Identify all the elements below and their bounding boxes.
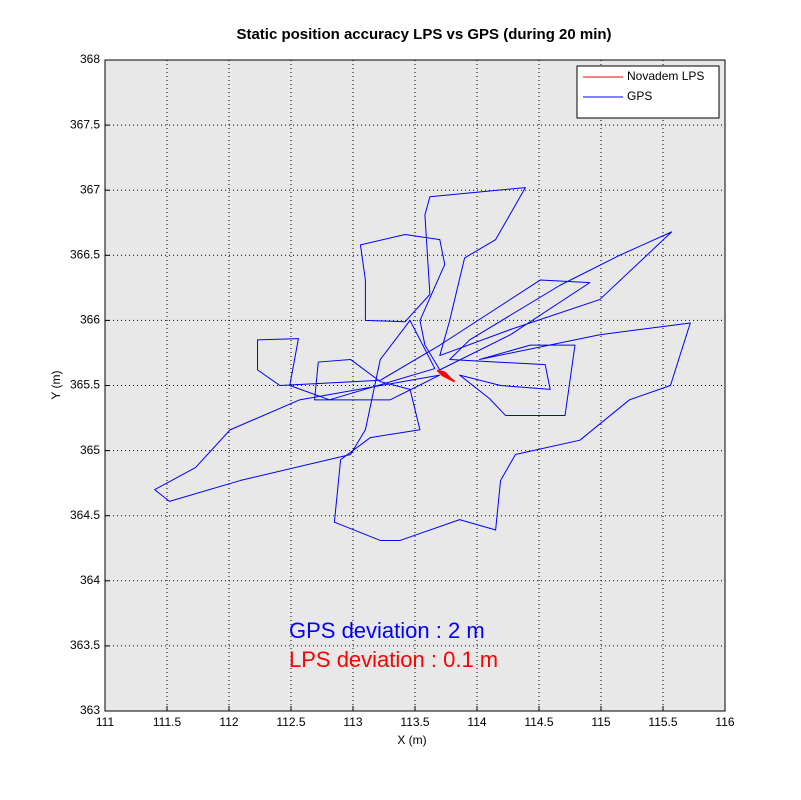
legend-label: GPS [627, 89, 652, 103]
y-tick-label: 366 [80, 313, 100, 327]
chart-title: Static position accuracy LPS vs GPS (dur… [236, 26, 611, 43]
series-line [154, 187, 691, 541]
x-tick-label: 116 [715, 715, 734, 729]
y-tick-label: 365.5 [70, 378, 100, 392]
y-tick-label: 365 [80, 443, 100, 457]
x-tick-label: 112 [219, 715, 238, 729]
series-line [436, 369, 456, 383]
plot-frame [104, 59, 726, 712]
x-tick-label: 111 [96, 715, 115, 729]
y-tick-label: 363.5 [70, 638, 100, 652]
y-tick-label: 367 [80, 182, 100, 196]
x-tick-label: 114 [467, 715, 486, 729]
y-axis-label: Y (m) [49, 370, 63, 399]
x-tick-label: 112.5 [276, 715, 305, 729]
y-tick-label: 368 [80, 52, 100, 66]
y-tick-label: 366.5 [70, 247, 100, 261]
x-axis-label: X (m) [397, 733, 426, 747]
x-tick-label: 115 [591, 715, 610, 729]
x-tick-label: 114.5 [524, 715, 553, 729]
legend-box [576, 65, 720, 119]
y-tick-label: 367.5 [70, 117, 100, 131]
y-tick-label: 364.5 [70, 508, 100, 522]
y-tick-label: 363 [80, 703, 100, 717]
annotation: GPS deviation : 2 m [289, 618, 485, 643]
legend-label: Novadem LPS [627, 69, 704, 83]
x-tick-label: 115.5 [648, 715, 677, 729]
legend: Novadem LPS GPS [576, 65, 720, 119]
x-tick-label: 113.5 [400, 715, 429, 729]
y-tick-label: 364 [80, 573, 100, 587]
annotation: LPS deviation : 0.1 m [289, 647, 498, 672]
x-tick-label: 111.5 [153, 715, 182, 729]
x-tick-label: 113 [343, 715, 362, 729]
